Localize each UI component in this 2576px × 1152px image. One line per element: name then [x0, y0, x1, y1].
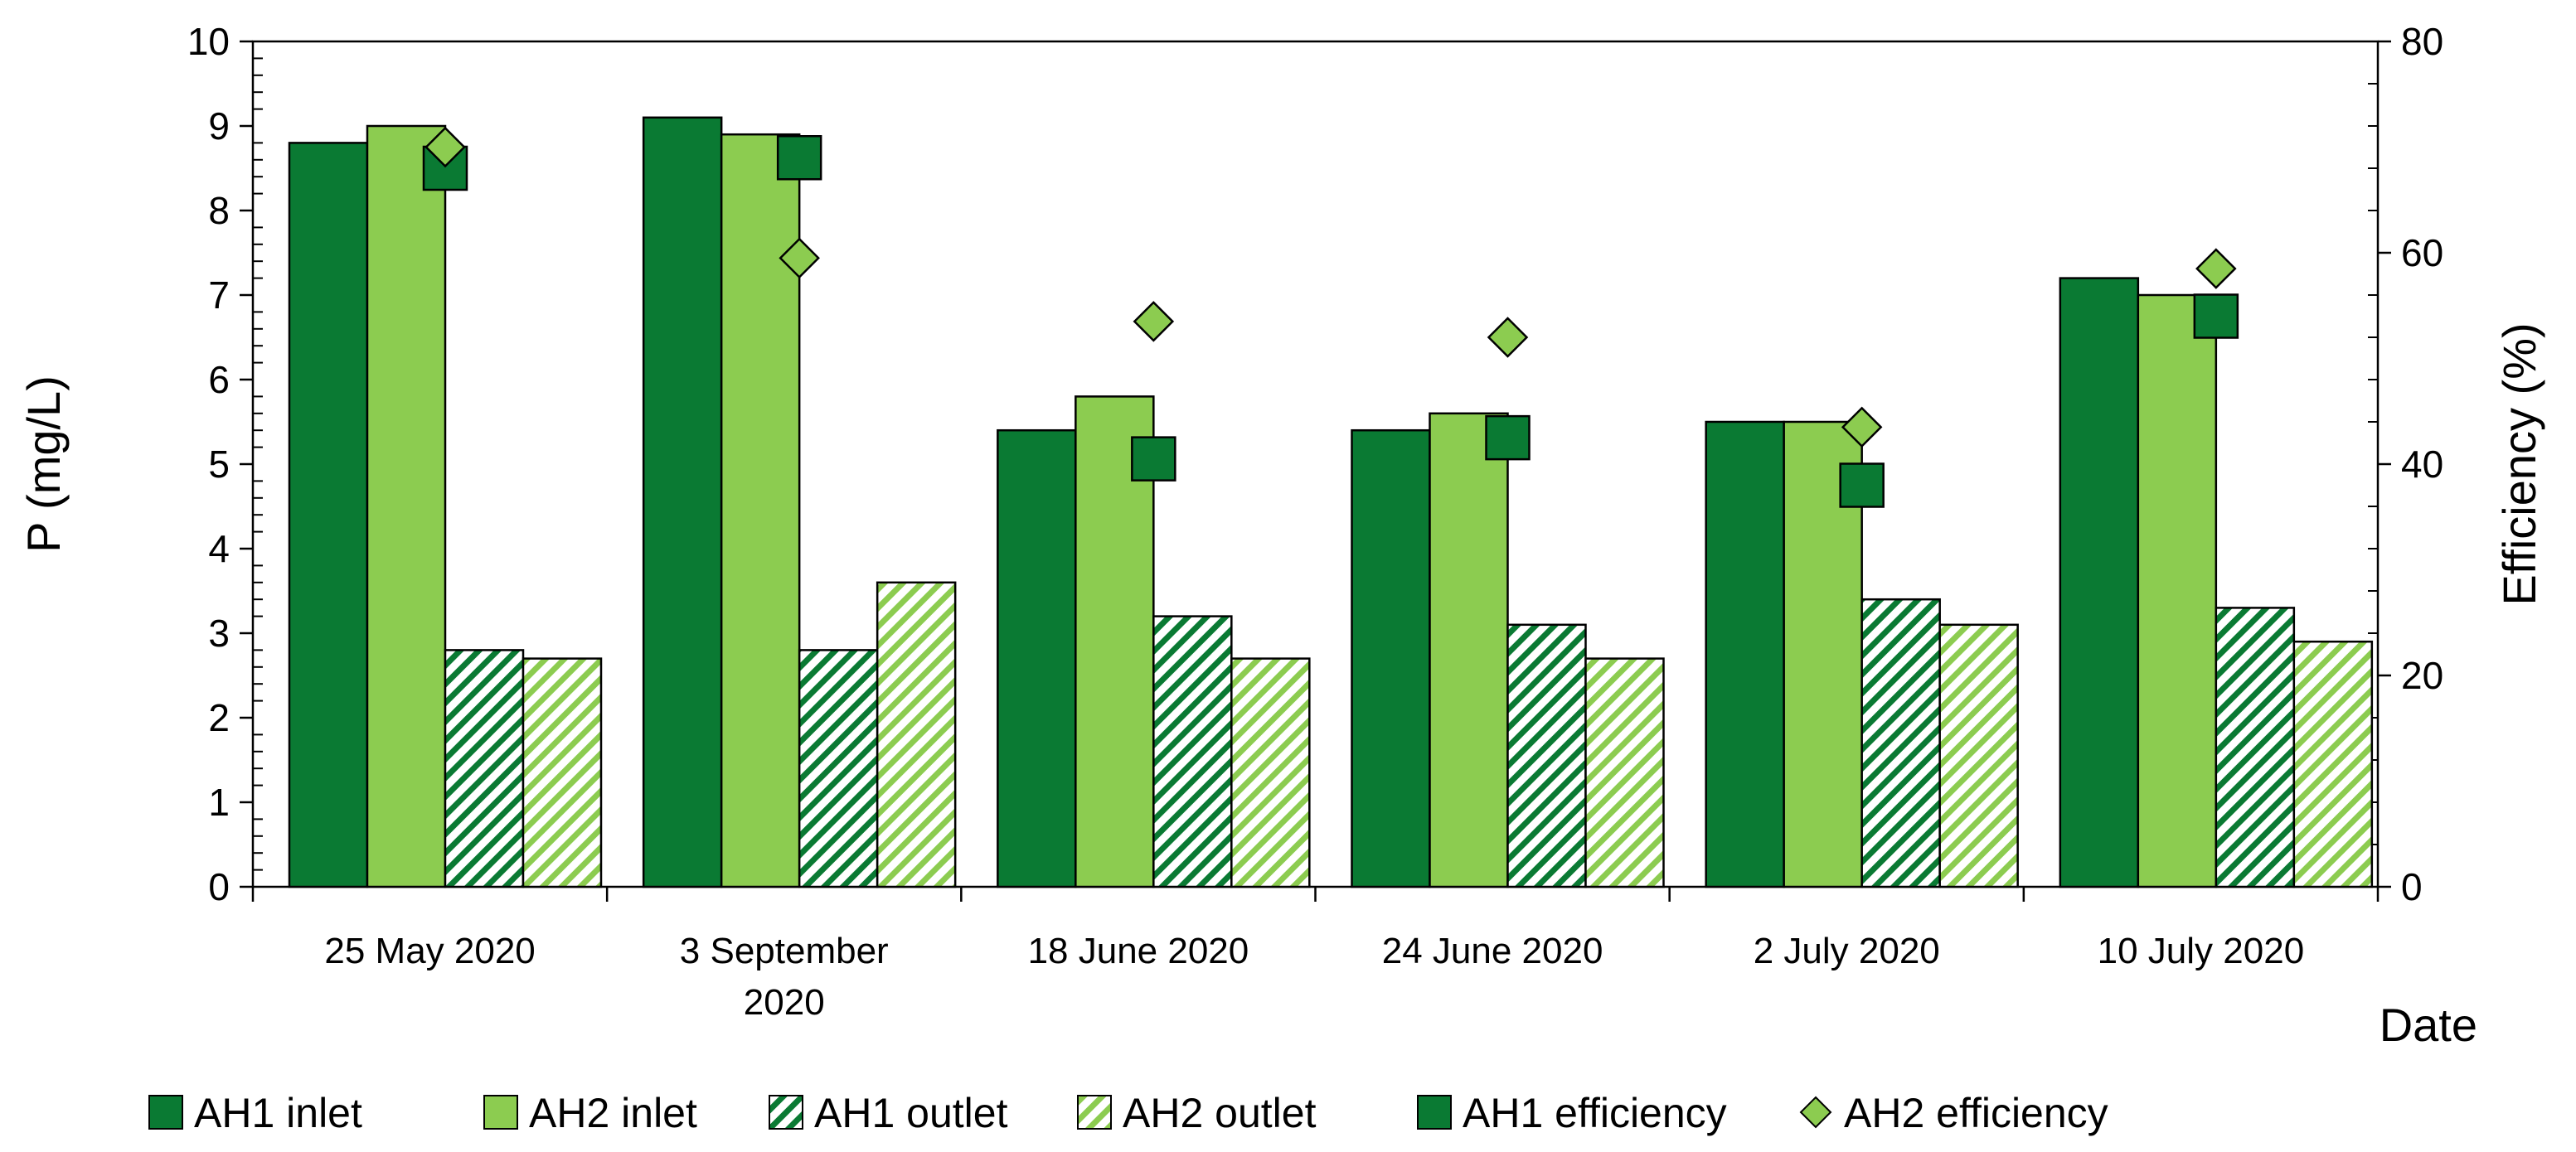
y-axis-title: P (mg/L) — [17, 375, 70, 553]
legend-swatch — [1417, 1095, 1452, 1130]
legend-label: AH1 efficiency — [1463, 1090, 1727, 1136]
legend-item-ah2-efficiency: AH2 efficiency — [1799, 1090, 2108, 1136]
bar-ah1-inlet — [997, 428, 1077, 888]
x-tick-label: 3 September — [680, 931, 889, 971]
y2-tick-label: 20 — [2401, 654, 2443, 697]
x-tick-label: 2 July 2020 — [1754, 931, 1940, 971]
legend-swatch — [483, 1095, 518, 1130]
y-tick-label: 8 — [208, 189, 230, 232]
legend-label: AH1 inlet — [194, 1090, 362, 1136]
marker-ah1-efficiency — [776, 135, 822, 181]
y-tick-label: 10 — [187, 20, 230, 63]
bar-ah2-outlet — [522, 657, 603, 888]
marker-ah2-efficiency — [424, 126, 466, 168]
marker-ah2-efficiency — [1841, 406, 1883, 448]
bar-ah2-outlet — [1938, 623, 2019, 888]
marker-ah2-efficiency — [1487, 317, 1529, 358]
axes-layer — [240, 40, 2391, 902]
y-tick-label: 2 — [208, 696, 230, 739]
marker-ah1-efficiency — [1839, 462, 1885, 508]
marker-ah2-efficiency — [1133, 301, 1175, 342]
bar-ah2-inlet — [2137, 293, 2218, 888]
bar-ah1-outlet — [2215, 607, 2296, 888]
legend-label: AH1 outlet — [814, 1090, 1008, 1136]
bar-ah2-inlet — [1429, 412, 1509, 888]
bar-ah1-inlet — [2059, 277, 2140, 888]
y-tick-label: 3 — [208, 612, 230, 655]
legend-item-ah1-inlet: AH1 inlet — [148, 1090, 362, 1136]
y-tick-label: 0 — [208, 865, 230, 908]
marker-ah1-efficiency — [1131, 436, 1176, 482]
marker-ah1-efficiency — [2193, 293, 2239, 339]
legend-item-ah2-inlet: AH2 inlet — [483, 1090, 697, 1136]
y2-tick-label: 60 — [2401, 231, 2443, 274]
x-axis-title: Date — [2380, 999, 2477, 1051]
legend-item-ah1-outlet: AH1 outlet — [769, 1090, 1008, 1136]
bar-ah2-outlet — [2292, 640, 2374, 888]
bar-ah2-inlet — [720, 133, 801, 888]
marker-ah1-efficiency — [1485, 414, 1531, 461]
y-tick-label: 6 — [208, 358, 230, 401]
legend-swatch — [148, 1095, 183, 1130]
bar-ah2-outlet — [876, 581, 957, 888]
marker-ah2-efficiency — [2195, 248, 2237, 289]
y2-tick-label: 40 — [2401, 443, 2443, 486]
bar-ah1-outlet — [444, 649, 525, 888]
y-tick-label: 7 — [208, 273, 230, 317]
y2-tick-label: 0 — [2401, 865, 2423, 908]
bar-ah1-inlet — [642, 116, 723, 888]
y2-tick-label: 80 — [2401, 20, 2443, 63]
y-tick-label: 5 — [208, 443, 230, 486]
bar-ah1-inlet — [288, 142, 369, 888]
bar-ah2-outlet — [1584, 657, 1665, 888]
bar-ah1-outlet — [1152, 615, 1233, 888]
legend-swatch — [1077, 1095, 1112, 1130]
legend: AH1 inlet AH2 inlet AH1 outlet AH2 outlet AH… — [148, 1090, 2108, 1136]
legend-label: AH2 inlet — [529, 1090, 697, 1136]
marker-ah2-efficiency — [779, 237, 820, 279]
legend-label: AH2 efficiency — [1844, 1090, 2108, 1136]
labels-layer: 0 1 2 3 4 5 6 7 8 9 10 0 20 40 60 80 25 May 2020 3 Septem… — [17, 20, 2545, 1051]
legend-item-ah2-outlet: AH2 outlet — [1077, 1090, 1317, 1136]
x-tick-label: 25 May 2020 — [324, 931, 535, 971]
y-tick-label: 9 — [208, 104, 230, 148]
bar-ah1-outlet — [798, 649, 879, 888]
legend-swatch — [1799, 1096, 1832, 1129]
bar-ah1-inlet — [1705, 420, 1785, 888]
x-tick-label: 24 June 2020 — [1382, 931, 1603, 971]
bar-ah1-inlet — [1351, 428, 1431, 888]
x-tick-label: 10 July 2020 — [2098, 931, 2305, 971]
x-tick-label: 2020 — [744, 982, 825, 1023]
bar-ah2-inlet — [366, 124, 447, 888]
legend-item-ah1-efficiency: AH1 efficiency — [1417, 1090, 1727, 1136]
bars-layer — [288, 116, 2374, 888]
markers-layer — [422, 126, 2239, 508]
bar-ah2-outlet — [1230, 657, 1311, 888]
y2-axis-title: Efficiency (%) — [2493, 322, 2545, 605]
legend-label: AH2 outlet — [1123, 1090, 1317, 1136]
bar-ah1-outlet — [1506, 623, 1587, 888]
legend-swatch — [769, 1095, 803, 1130]
bar-ah1-outlet — [1860, 598, 1941, 888]
x-tick-label: 18 June 2020 — [1028, 931, 1249, 971]
y-tick-label: 4 — [208, 527, 230, 570]
y-tick-label: 1 — [208, 781, 230, 824]
